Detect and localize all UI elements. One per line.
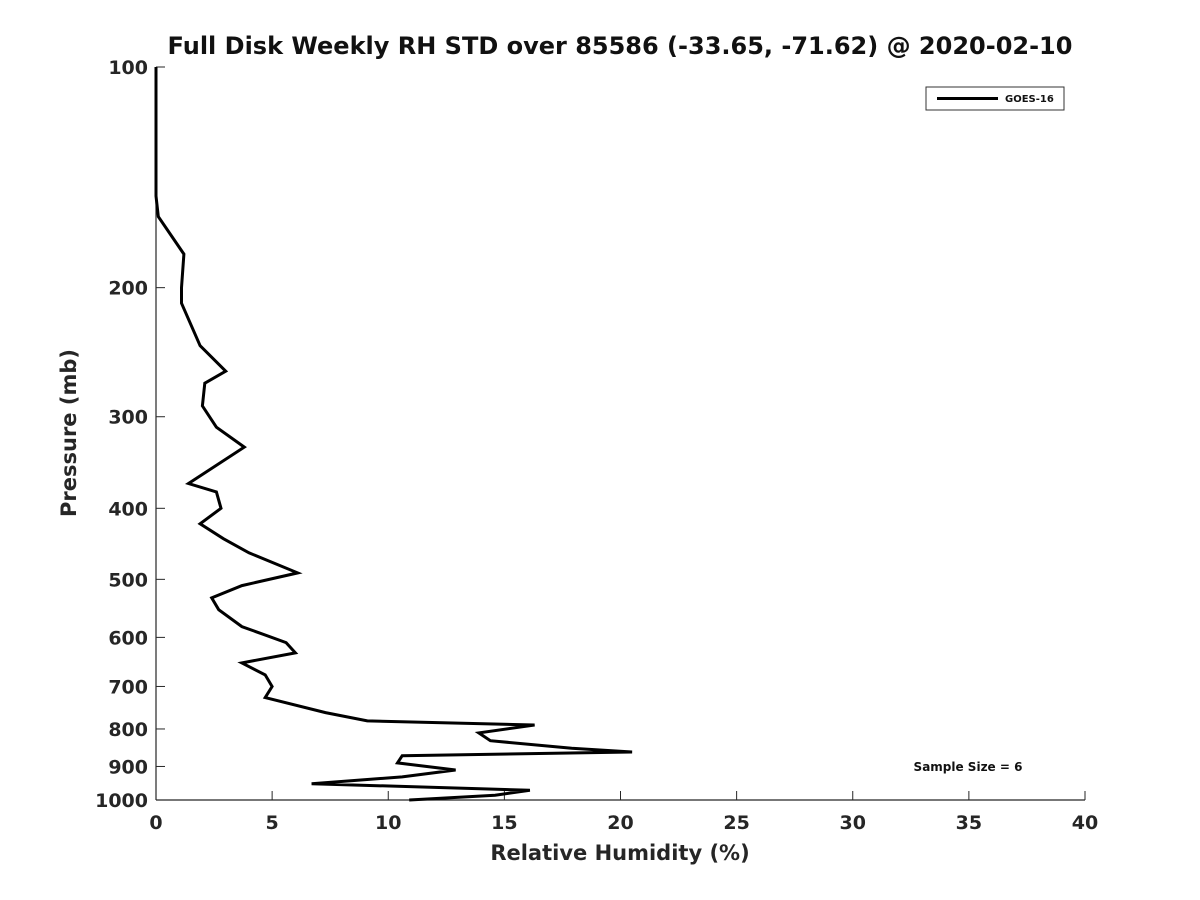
sample-size-annotation: Sample Size = 6 (914, 760, 1023, 774)
x-tick-label: 35 (956, 812, 982, 834)
x-tick-label: 0 (149, 812, 162, 834)
y-tick-label: 600 (108, 627, 148, 649)
y-tick-label: 100 (108, 57, 148, 79)
axes: 0 5 10 15 20 25 30 35 40 100 200 300 400 500 600 700 800… (95, 57, 1098, 834)
y-tick-label: 400 (108, 498, 148, 520)
y-tick-label: 1000 (95, 790, 148, 812)
x-tick-label: 30 (840, 812, 866, 834)
y-tick-label: 900 (108, 756, 148, 778)
x-tick-label: 40 (1072, 812, 1098, 834)
series-layer (154, 67, 633, 802)
y-tick-label: 800 (108, 719, 148, 741)
x-tick-label: 15 (491, 812, 517, 834)
y-tick-label: 500 (108, 569, 148, 591)
x-tick-label: 10 (375, 812, 401, 834)
x-tick-label: 20 (607, 812, 633, 834)
y-tick-label: 300 (108, 407, 148, 429)
y-tick-label: 200 (108, 278, 148, 300)
x-tick-label: 25 (723, 812, 749, 834)
legend-entry-label: GOES-16 (1005, 94, 1054, 105)
y-tick-label: 700 (108, 676, 148, 698)
x-tick-label: 5 (266, 812, 279, 834)
series-line-goes-16 (154, 67, 633, 802)
chart-title: Full Disk Weekly RH STD over 85586 (-33.… (168, 32, 1073, 60)
x-axis-label: Relative Humidity (%) (490, 841, 749, 865)
y-axis-label: Pressure (mb) (57, 349, 81, 517)
legend: GOES-16 (925, 86, 1065, 111)
